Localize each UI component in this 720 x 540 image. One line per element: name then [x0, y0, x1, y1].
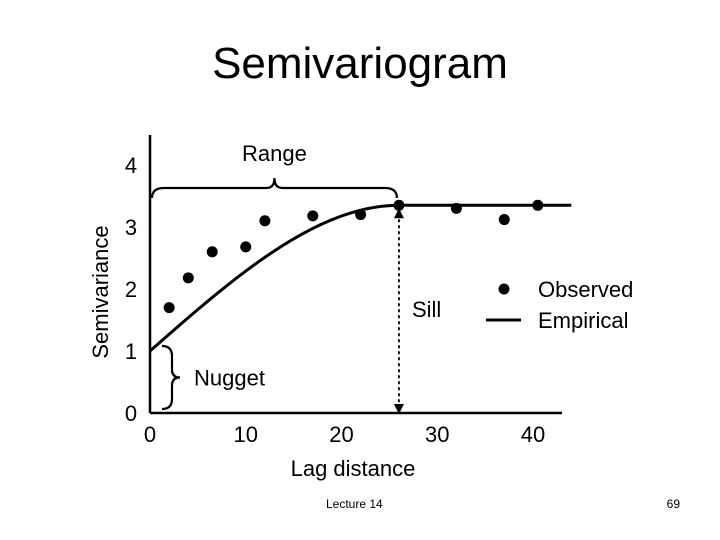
legend-observed-label: Observed	[538, 277, 633, 302]
x-tick-label: 40	[521, 422, 545, 447]
y-tick-label: 1	[125, 339, 137, 364]
x-tick-label: 30	[425, 422, 449, 447]
observed-point	[498, 214, 510, 226]
x-axis-label: Lag distance	[291, 456, 416, 481]
observed-point	[240, 241, 252, 253]
observed-point	[450, 202, 462, 214]
y-tick-label: 3	[125, 215, 137, 240]
x-tick-label: 0	[144, 422, 156, 447]
observed-point	[393, 199, 405, 211]
nugget-label: Nugget	[194, 366, 265, 391]
observed-point	[307, 210, 319, 222]
legend-empirical-label: Empirical	[538, 308, 628, 333]
observed-point	[206, 246, 218, 258]
observed-point	[355, 209, 367, 221]
y-tick-label: 4	[125, 153, 137, 178]
y-tick-label: 0	[125, 401, 137, 426]
observed-point	[182, 272, 194, 284]
slide-title: Semivariogram	[212, 39, 508, 88]
range-label: Range	[242, 141, 307, 166]
y-tick-label: 2	[125, 277, 137, 302]
x-tick-label: 20	[329, 422, 353, 447]
sill-label: Sill	[412, 297, 441, 322]
observed-point	[163, 302, 175, 314]
range-brace	[150, 177, 399, 199]
observed-point	[259, 215, 271, 227]
y-axis-label: Semivariance	[88, 225, 113, 358]
legend-observed-marker	[498, 283, 510, 295]
observed-point	[532, 199, 544, 211]
nugget-brace	[161, 344, 181, 411]
legend: Observed Empirical	[486, 277, 633, 333]
page-number: 69	[666, 497, 680, 511]
empirical-curve	[149, 203, 572, 353]
x-tick-label: 10	[234, 422, 258, 447]
footer-lecture: Lecture 14	[326, 497, 383, 511]
